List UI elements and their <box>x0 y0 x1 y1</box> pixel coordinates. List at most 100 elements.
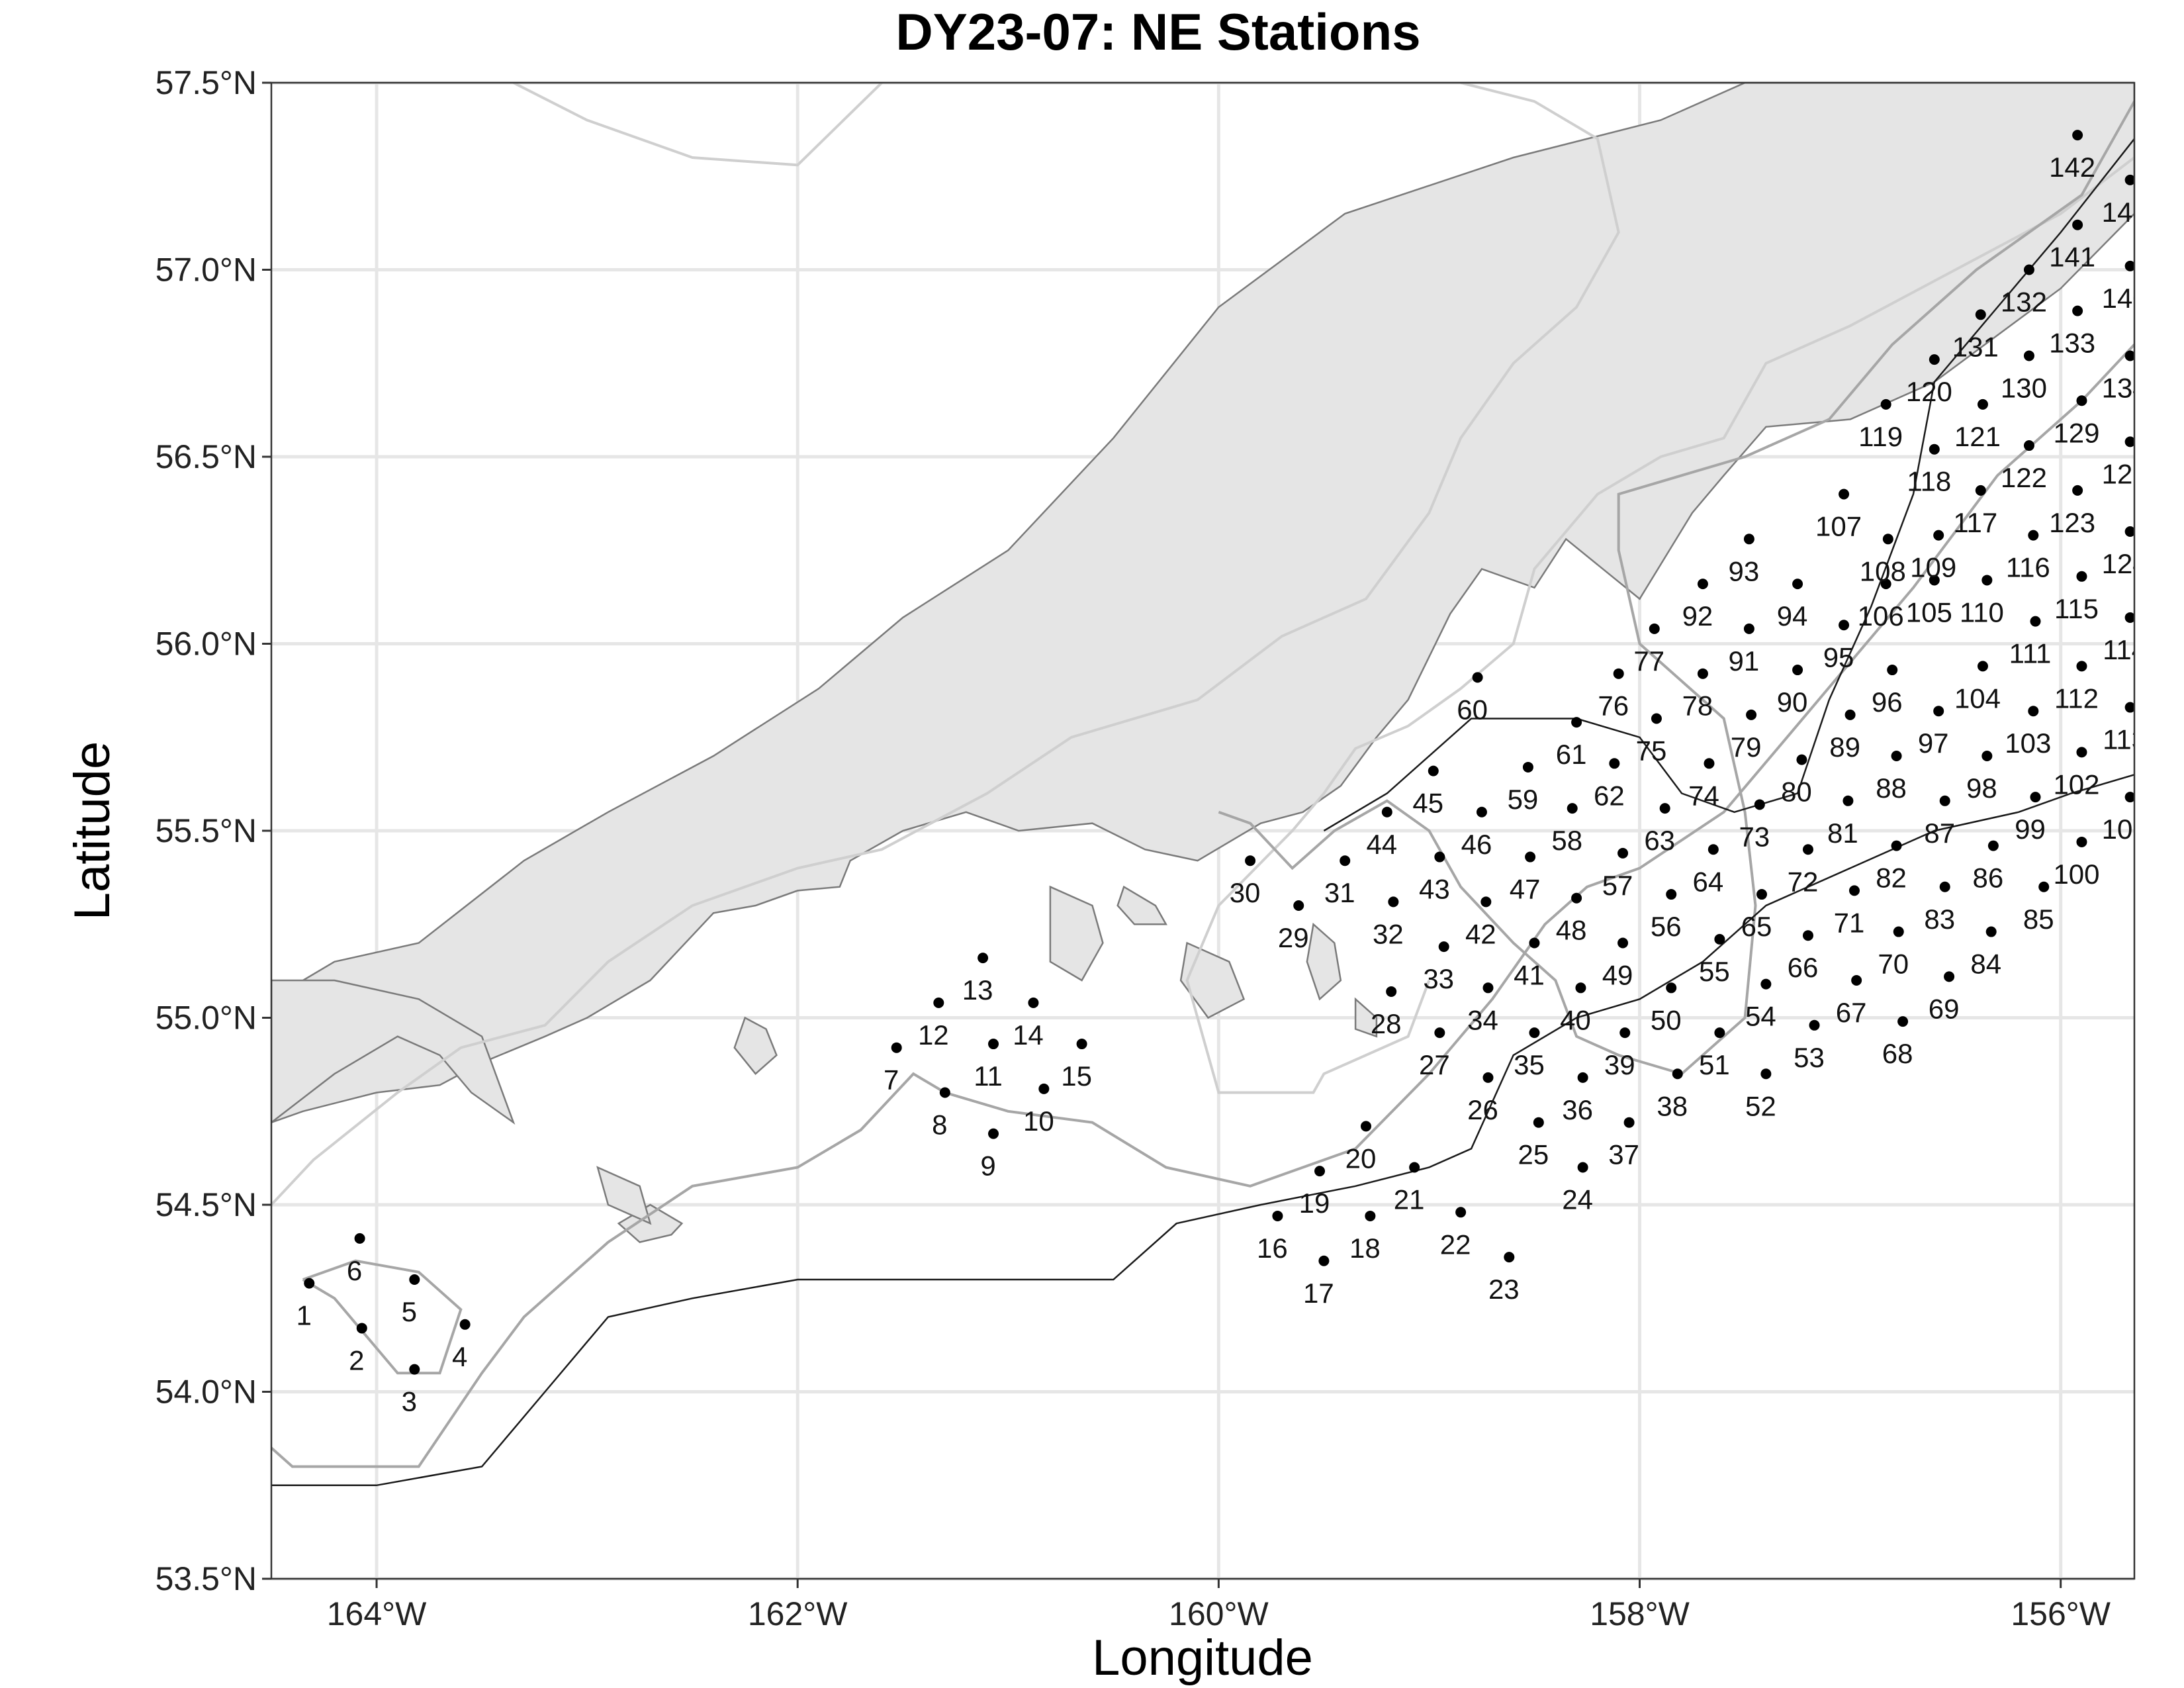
station-marker[interactable] <box>891 1042 902 1053</box>
station-96[interactable]: 96 <box>1872 665 1903 718</box>
station-marker[interactable] <box>2023 440 2034 451</box>
station-marker[interactable] <box>1802 844 1813 855</box>
station-marker[interactable] <box>939 1087 950 1098</box>
station-10[interactable]: 10 <box>1023 1083 1054 1137</box>
station-46[interactable]: 46 <box>1461 806 1492 860</box>
station-101[interactable]: 101 <box>2102 792 2148 845</box>
station-marker[interactable] <box>2124 612 2136 623</box>
station-120[interactable]: 120 <box>1906 354 1952 407</box>
station-marker[interactable] <box>1472 672 1483 683</box>
station-marker[interactable] <box>1939 795 1950 806</box>
station-103[interactable]: 103 <box>2005 706 2051 759</box>
station-11[interactable]: 11 <box>974 1039 1003 1092</box>
station-35[interactable]: 35 <box>1514 1027 1545 1080</box>
station-62[interactable]: 62 <box>1594 758 1625 811</box>
station-12[interactable]: 12 <box>918 997 949 1051</box>
map-panel[interactable]: 1234567891011121314151617181920212223242… <box>271 83 2148 1487</box>
station-94[interactable]: 94 <box>1777 579 1808 632</box>
station-marker[interactable] <box>988 1039 999 1050</box>
station-69[interactable]: 69 <box>1929 971 1960 1024</box>
station-87[interactable]: 87 <box>1924 795 1955 849</box>
station-marker[interactable] <box>1891 840 1902 851</box>
station-marker[interactable] <box>1933 530 1944 541</box>
station-118[interactable]: 118 <box>1907 444 1951 497</box>
station-marker[interactable] <box>1714 1027 1725 1039</box>
station-marker[interactable] <box>1028 997 1039 1008</box>
station-marker[interactable] <box>1939 881 1950 892</box>
station-85[interactable]: 85 <box>2023 881 2054 935</box>
station-107[interactable]: 107 <box>1815 489 1862 542</box>
station-51[interactable]: 51 <box>1699 1027 1730 1080</box>
station-25[interactable]: 25 <box>1518 1117 1549 1170</box>
station-99[interactable]: 99 <box>2015 792 2046 845</box>
station-53[interactable]: 53 <box>1794 1019 1825 1073</box>
station-16[interactable]: 16 <box>1257 1210 1288 1264</box>
station-marker[interactable] <box>1388 896 1399 908</box>
station-marker[interactable] <box>1533 1117 1544 1128</box>
station-marker[interactable] <box>1482 1072 1494 1083</box>
station-65[interactable]: 65 <box>1741 889 1772 942</box>
station-marker[interactable] <box>1672 1068 1683 1080</box>
station-marker[interactable] <box>2076 836 2087 847</box>
station-66[interactable]: 66 <box>1788 930 1819 983</box>
station-marker[interactable] <box>1619 1027 1631 1039</box>
station-13[interactable]: 13 <box>962 953 993 1006</box>
station-marker[interactable] <box>1666 982 1677 994</box>
station-8[interactable]: 8 <box>932 1087 950 1141</box>
station-68[interactable]: 68 <box>1882 1016 1913 1069</box>
station-marker[interactable] <box>2076 395 2087 406</box>
station-40[interactable]: 40 <box>1560 982 1591 1035</box>
station-marker[interactable] <box>2124 174 2136 185</box>
station-marker[interactable] <box>1848 885 1860 896</box>
station-112[interactable]: 112 <box>2054 661 2099 714</box>
station-102[interactable]: 102 <box>2053 747 2100 800</box>
station-60[interactable]: 60 <box>1457 672 1488 725</box>
station-17[interactable]: 17 <box>1303 1255 1334 1309</box>
station-marker[interactable] <box>1577 1162 1588 1173</box>
station-5[interactable]: 5 <box>402 1274 420 1327</box>
station-marker[interactable] <box>1981 575 1993 586</box>
station-98[interactable]: 98 <box>1966 751 1997 804</box>
station-marker[interactable] <box>1987 840 1999 851</box>
station-marker[interactable] <box>1809 1019 1820 1031</box>
station-marker[interactable] <box>1743 534 1754 545</box>
station-91[interactable]: 91 <box>1729 623 1760 677</box>
station-marker[interactable] <box>2124 350 2136 361</box>
station-23[interactable]: 23 <box>1488 1252 1520 1305</box>
station-117[interactable]: 117 <box>1953 485 1997 538</box>
station-marker[interactable] <box>2023 350 2034 361</box>
station-marker[interactable] <box>1482 982 1494 994</box>
station-63[interactable]: 63 <box>1644 803 1675 856</box>
station-130[interactable]: 130 <box>2001 350 2047 403</box>
station-marker[interactable] <box>1851 975 1862 986</box>
station-marker[interactable] <box>1743 623 1754 634</box>
station-marker[interactable] <box>1802 930 1813 941</box>
station-22[interactable]: 22 <box>1440 1207 1471 1260</box>
station-marker[interactable] <box>1076 1039 1087 1050</box>
station-marker[interactable] <box>2028 530 2039 541</box>
station-marker[interactable] <box>1617 937 1629 949</box>
station-121[interactable]: 121 <box>1954 399 2001 452</box>
station-marker[interactable] <box>1386 986 1397 997</box>
station-18[interactable]: 18 <box>1349 1210 1381 1264</box>
station-marker[interactable] <box>2072 219 2083 230</box>
station-123[interactable]: 123 <box>2049 485 2095 538</box>
station-marker[interactable] <box>1361 1121 1372 1132</box>
station-marker[interactable] <box>1844 709 1856 720</box>
station-45[interactable]: 45 <box>1412 765 1443 819</box>
station-marker[interactable] <box>1409 1162 1420 1173</box>
station-marker[interactable] <box>356 1323 367 1334</box>
station-6[interactable]: 6 <box>347 1233 365 1286</box>
station-marker[interactable] <box>2072 485 2083 496</box>
station-61[interactable]: 61 <box>1556 717 1587 770</box>
station-128[interactable]: 128 <box>2102 436 2148 489</box>
station-marker[interactable] <box>1623 1117 1635 1128</box>
station-marker[interactable] <box>2038 881 2050 892</box>
station-marker[interactable] <box>409 1274 420 1285</box>
station-marker[interactable] <box>2072 305 2083 316</box>
station-122[interactable]: 122 <box>2001 440 2047 493</box>
station-30[interactable]: 30 <box>1230 855 1261 908</box>
station-marker[interactable] <box>988 1128 999 1139</box>
station-140[interactable]: 140 <box>2102 260 2148 314</box>
station-2[interactable]: 2 <box>349 1323 367 1376</box>
